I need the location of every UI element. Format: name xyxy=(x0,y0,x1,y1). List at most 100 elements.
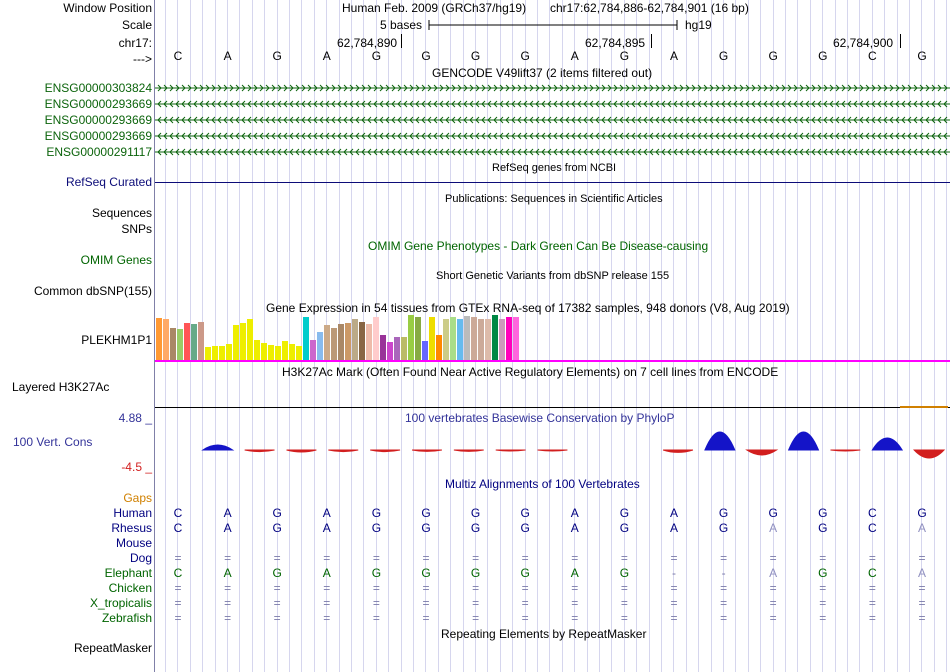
gencode-track-label[interactable]: ENSG00000293669 xyxy=(44,113,152,127)
gencode-feature[interactable] xyxy=(155,99,950,109)
gtex-tissue-bar[interactable] xyxy=(198,322,204,360)
gtex-gene-label[interactable]: PLEKHM1P1 xyxy=(81,333,152,347)
gtex-tissue-bar[interactable] xyxy=(492,315,498,360)
gtex-tissue-bar[interactable] xyxy=(422,341,428,360)
gtex-tissue-bar[interactable] xyxy=(163,319,169,360)
gtex-tissue-bar[interactable] xyxy=(170,328,176,360)
phylop-score[interactable] xyxy=(913,449,946,459)
multiz-species-label[interactable]: Mouse xyxy=(115,536,152,550)
phylop-score[interactable] xyxy=(286,449,317,453)
gtex-tissue-bar[interactable] xyxy=(317,332,323,360)
publications-label[interactable]: Sequences xyxy=(91,206,152,220)
gtex-tissue-bar[interactable] xyxy=(359,322,365,360)
phylop-score[interactable] xyxy=(495,449,526,452)
gtex-tissue-bar[interactable] xyxy=(205,347,211,360)
gencode-feature[interactable] xyxy=(155,83,950,93)
gtex-tissue-bar[interactable] xyxy=(345,323,351,360)
gencode-title[interactable]: GENCODE V49lift37 (2 items filtered out) xyxy=(432,66,653,80)
gtex-tissue-bar[interactable] xyxy=(268,345,274,360)
phylop-score[interactable] xyxy=(453,449,484,452)
phylop-score[interactable] xyxy=(328,449,359,453)
multiz-species-label[interactable]: Human xyxy=(113,506,152,520)
gencode-track-label[interactable]: ENSG00000291117 xyxy=(46,145,152,159)
gtex-tissue-bar[interactable] xyxy=(261,343,267,360)
gtex-tissue-bar[interactable] xyxy=(464,316,470,360)
h3k27ac-label[interactable]: Layered H3K27Ac xyxy=(12,380,110,394)
gencode-feature[interactable] xyxy=(155,147,950,157)
publications-label-snps[interactable]: SNPs xyxy=(121,222,152,236)
phylop-label[interactable]: 100 Vert. Cons xyxy=(13,435,93,449)
gtex-tissue-bar[interactable] xyxy=(513,317,519,360)
gtex-tissue-bar[interactable] xyxy=(387,342,393,360)
gtex-tissue-bar[interactable] xyxy=(303,317,309,360)
phylop-score[interactable] xyxy=(871,437,904,451)
gtex-tissue-bar[interactable] xyxy=(478,319,484,360)
gtex-tissue-bar[interactable] xyxy=(310,340,316,360)
multiz-species-label[interactable]: X_tropicalis xyxy=(89,596,152,610)
gtex-tissue-bar[interactable] xyxy=(191,324,197,360)
phylop-score[interactable] xyxy=(244,449,275,453)
gtex-tissue-bar[interactable] xyxy=(156,318,162,360)
gtex-tissue-bar[interactable] xyxy=(366,324,372,360)
gtex-tissue-bar[interactable] xyxy=(177,329,183,360)
phylop-title[interactable]: 100 vertebrates Basewise Conservation by… xyxy=(405,411,675,425)
phylop-score[interactable] xyxy=(745,449,779,456)
gtex-tissue-bar[interactable] xyxy=(450,317,456,360)
multiz-species-label[interactable]: Dog xyxy=(129,551,152,565)
gencode-track-label[interactable]: ENSG00000293669 xyxy=(44,97,152,111)
phylop-wiggle[interactable] xyxy=(155,430,950,470)
gtex-tissue-bar[interactable] xyxy=(240,323,246,360)
multiz-species-label[interactable]: Rhesus xyxy=(111,521,152,535)
gtex-tissue-bar[interactable] xyxy=(226,344,232,360)
gtex-tissue-bar[interactable] xyxy=(506,317,512,360)
phylop-score[interactable] xyxy=(662,449,694,453)
phylop-score[interactable] xyxy=(704,431,736,451)
gtex-tissue-bar[interactable] xyxy=(443,319,449,360)
gtex-tissue-bar[interactable] xyxy=(324,325,330,360)
gtex-tissue-bar[interactable] xyxy=(471,317,477,360)
gtex-tissue-bar[interactable] xyxy=(352,319,358,360)
gtex-tissue-bar[interactable] xyxy=(457,319,463,360)
gtex-tissue-bar[interactable] xyxy=(415,317,421,360)
refseq-feature[interactable] xyxy=(155,182,950,183)
gencode-feature[interactable] xyxy=(155,131,950,141)
gtex-tissue-bar[interactable] xyxy=(436,335,442,360)
gencode-feature[interactable] xyxy=(155,115,950,125)
phylop-score[interactable] xyxy=(537,449,568,452)
gtex-tissue-bar[interactable] xyxy=(499,319,505,360)
gtex-bar-chart[interactable] xyxy=(155,315,950,361)
gtex-tissue-bar[interactable] xyxy=(338,324,344,360)
publications-title[interactable]: Publications: Sequences in Scientific Ar… xyxy=(445,193,663,205)
repeatmasker-title[interactable]: Repeating Elements by RepeatMasker xyxy=(441,627,647,641)
omim-label[interactable]: OMIM Genes xyxy=(80,253,152,267)
gtex-tissue-bar[interactable] xyxy=(331,328,337,360)
position-readout[interactable]: chr17:62,784,886-62,784,901 (16 bp) xyxy=(550,1,749,15)
multiz-gaps-label[interactable]: Gaps xyxy=(123,491,152,505)
gtex-tissue-bar[interactable] xyxy=(289,344,295,360)
gtex-tissue-bar[interactable] xyxy=(275,346,281,360)
gtex-tissue-bar[interactable] xyxy=(380,335,386,360)
refseq-label[interactable]: RefSeq Curated xyxy=(65,175,152,189)
phylop-score[interactable] xyxy=(201,444,235,451)
phylop-score[interactable] xyxy=(370,449,401,453)
multiz-title[interactable]: Multiz Alignments of 100 Vertebrates xyxy=(445,477,640,491)
gtex-tissue-bar[interactable] xyxy=(219,346,225,360)
gtex-tissue-bar[interactable] xyxy=(233,325,239,360)
gencode-track-label[interactable]: ENSG00000303824 xyxy=(44,81,152,95)
gtex-tissue-bar[interactable] xyxy=(296,346,302,360)
gtex-tissue-bar[interactable] xyxy=(429,317,435,360)
gtex-title[interactable]: Gene Expression in 54 tissues from GTEx … xyxy=(266,301,790,315)
h3k27ac-title[interactable]: H3K27Ac Mark (Often Found Near Active Re… xyxy=(282,365,779,379)
multiz-species-label[interactable]: Elephant xyxy=(104,566,152,580)
gtex-tissue-bar[interactable] xyxy=(394,337,400,360)
gtex-tissue-bar[interactable] xyxy=(254,340,260,360)
phylop-score[interactable] xyxy=(830,449,861,452)
gtex-tissue-bar[interactable] xyxy=(184,323,190,360)
refseq-title[interactable]: RefSeq genes from NCBI xyxy=(492,162,617,174)
gencode-track-label[interactable]: ENSG00000293669 xyxy=(44,129,152,143)
multiz-species-label[interactable]: Zebrafish xyxy=(101,611,152,625)
phylop-score[interactable] xyxy=(787,431,820,451)
dbsnp-title[interactable]: Short Genetic Variants from dbSNP releas… xyxy=(436,270,670,282)
multiz-species-label[interactable]: Chicken xyxy=(108,581,152,595)
gtex-tissue-bar[interactable] xyxy=(485,319,491,360)
